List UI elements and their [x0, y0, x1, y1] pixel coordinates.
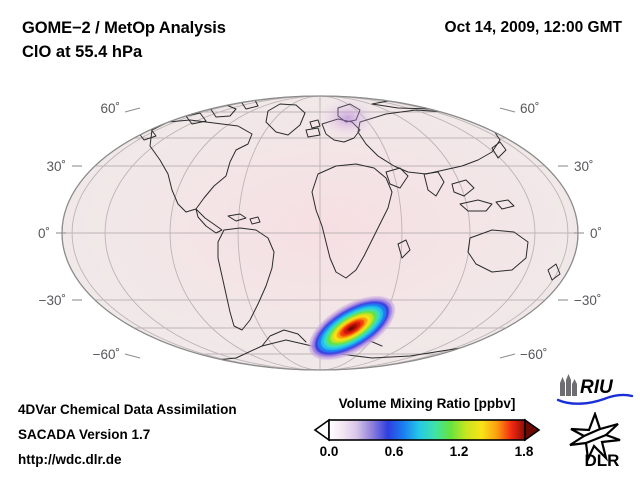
- lat-label-left-m60: −60˚: [93, 347, 120, 362]
- lat-label-left-30: 30˚: [46, 159, 66, 174]
- colorbar-high-arrow: [524, 418, 541, 442]
- lat-label-left-60: 60˚: [100, 101, 120, 116]
- colorbar-bar: [328, 419, 526, 441]
- dlr-wordmark: DLR: [585, 451, 620, 470]
- latitude-ticks: [56, 107, 584, 359]
- lat-label-left-0: 0˚: [38, 226, 50, 241]
- world-map-mollweide: 0˚ 30˚ −30˚ 60˚ −60˚ 0˚ 30˚ −30˚ 60˚ −60…: [38, 95, 602, 371]
- riu-skyline-icon: [560, 374, 577, 396]
- lat-label-left-m30: −30˚: [39, 293, 66, 308]
- footer-line-url: http://wdc.dlr.de: [18, 452, 122, 467]
- colorbar-title: Volume Mixing Ratio [ppbv]: [338, 396, 516, 411]
- latitude-labels: 0˚ 30˚ −30˚ 60˚ −60˚ 0˚ 30˚ −30˚ 60˚ −60…: [38, 101, 602, 362]
- clo-plume: [309, 296, 395, 360]
- colorbar-tick-3: 1.8: [514, 444, 534, 459]
- colorbar-tick-1: 0.6: [384, 444, 404, 459]
- lat-label-right-30: 30˚: [574, 159, 594, 174]
- lat-label-right-0: 0˚: [590, 226, 602, 241]
- footer-line-version: SACADA Version 1.7: [18, 427, 151, 442]
- dlr-star-icon: [569, 412, 621, 463]
- colorbar-tick-0: 0.0: [319, 444, 339, 459]
- lat-label-right-m30: −30˚: [574, 293, 601, 308]
- map-panel: 0˚ 30˚ −30˚ 60˚ −60˚ 0˚ 30˚ −30˚ 60˚ −60…: [0, 78, 640, 390]
- colorbar: Volume Mixing Ratio [ppbv]: [312, 396, 542, 474]
- scandinavia-patch: [318, 98, 378, 138]
- timestamp-label: Oct 14, 2009, 12:00 GMT: [444, 19, 622, 36]
- page-title: GOME−2 / MetOp Analysis: [22, 19, 226, 37]
- colorbar-gradient: [313, 418, 541, 442]
- colorbar-tick-2: 1.2: [449, 444, 469, 459]
- colorbar-low-arrow: [313, 418, 330, 442]
- footer-line-method: 4DVar Chemical Data Assimilation: [18, 402, 237, 417]
- graticule-meridians: [71, 96, 569, 370]
- dlr-logo: DLR: [569, 412, 621, 470]
- lat-label-right-m60: −60˚: [520, 347, 547, 362]
- riu-wave-icon: [556, 393, 634, 405]
- page-subtitle: ClO at 55.4 hPa: [22, 43, 143, 61]
- riu-logo: RIU: [556, 374, 634, 405]
- lat-label-right-60: 60˚: [520, 101, 540, 116]
- riu-wordmark: RIU: [580, 377, 614, 398]
